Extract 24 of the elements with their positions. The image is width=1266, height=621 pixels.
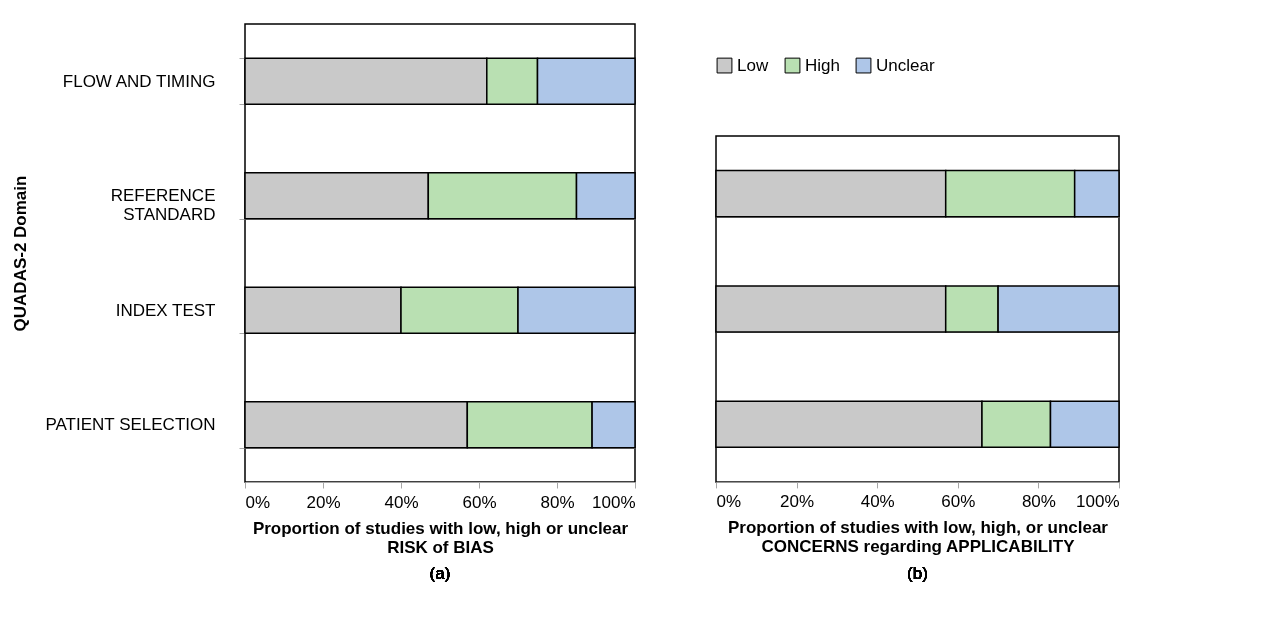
x-tick-label: 40% (860, 492, 895, 512)
x-tick-label: 60% (941, 492, 976, 512)
x-tick-label: 20% (306, 492, 341, 512)
y-tick-label: PATIENT SELECTION (45, 415, 216, 435)
x-tick-label: 20% (780, 492, 815, 512)
y-tick-label: INDEX TEST (115, 300, 216, 320)
x-tick-label: 100% (1076, 492, 1120, 512)
x-axis-title: Proportion of studies with low, high, or unclear CONCERNS regarding APPLICABILITY (728, 518, 1109, 557)
x-axis-title: Proportion of studies with low, high or unclear RISK of BIAS (252, 518, 629, 557)
y-tick-label: REFERENCE STANDARD (110, 186, 216, 225)
x-tick-label: 0% (245, 492, 271, 512)
text: (b) (907, 563, 928, 583)
text: (a) (429, 564, 451, 583)
legend-label: High (805, 55, 840, 75)
y-tick-label: FLOW AND TIMING (62, 71, 216, 91)
legend-label: Unclear (876, 55, 935, 75)
x-tick-label: 60% (462, 492, 497, 512)
x-tick-label: 100% (592, 492, 636, 512)
x-tick-label: 80% (540, 492, 575, 512)
y-axis-title: QUADAS-2 Domain (10, 175, 30, 332)
x-tick-label: 80% (1021, 492, 1056, 512)
x-tick-label: 0% (716, 492, 742, 512)
x-tick-label: 40% (384, 492, 419, 512)
legend-label: Low (737, 55, 769, 75)
